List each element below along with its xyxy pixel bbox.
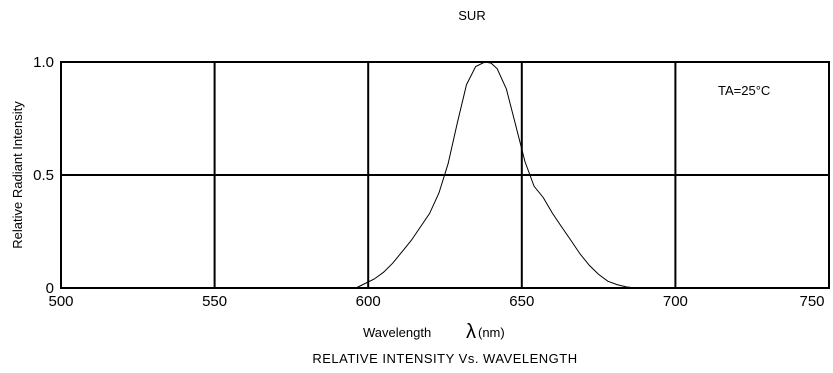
- x-tick-label: 550: [202, 293, 227, 310]
- intensity-curve: [355, 61, 636, 289]
- y-axis-label: Relative Radiant Intensity: [10, 101, 25, 249]
- y-tick-label: 1.0: [33, 54, 54, 71]
- y-tick-label: 0.5: [33, 167, 54, 184]
- x-tick-label: 700: [663, 293, 688, 310]
- x-axis-label-text: Wavelength: [363, 325, 431, 340]
- x-tick-labels: 500 550 600 650 700 750: [48, 293, 824, 310]
- x-tick-label: 600: [356, 293, 381, 310]
- y-tick-label: 0: [46, 280, 54, 297]
- y-tick-labels: 0 0.5 1.0: [33, 54, 54, 297]
- lambda-symbol: λ: [466, 321, 476, 343]
- x-tick-label: 750: [799, 293, 824, 310]
- chart-title: RELATIVE INTENSITY Vs. WAVELENGTH: [312, 351, 577, 366]
- x-tick-label: 650: [509, 293, 534, 310]
- x-axis-unit: (nm): [478, 325, 505, 340]
- x-tick-label: 500: [48, 293, 73, 310]
- chart-subtitle: SUR: [458, 8, 485, 23]
- x-axis-label: Wavelength: [363, 325, 431, 340]
- temperature-annotation: TA=25°C: [718, 83, 770, 98]
